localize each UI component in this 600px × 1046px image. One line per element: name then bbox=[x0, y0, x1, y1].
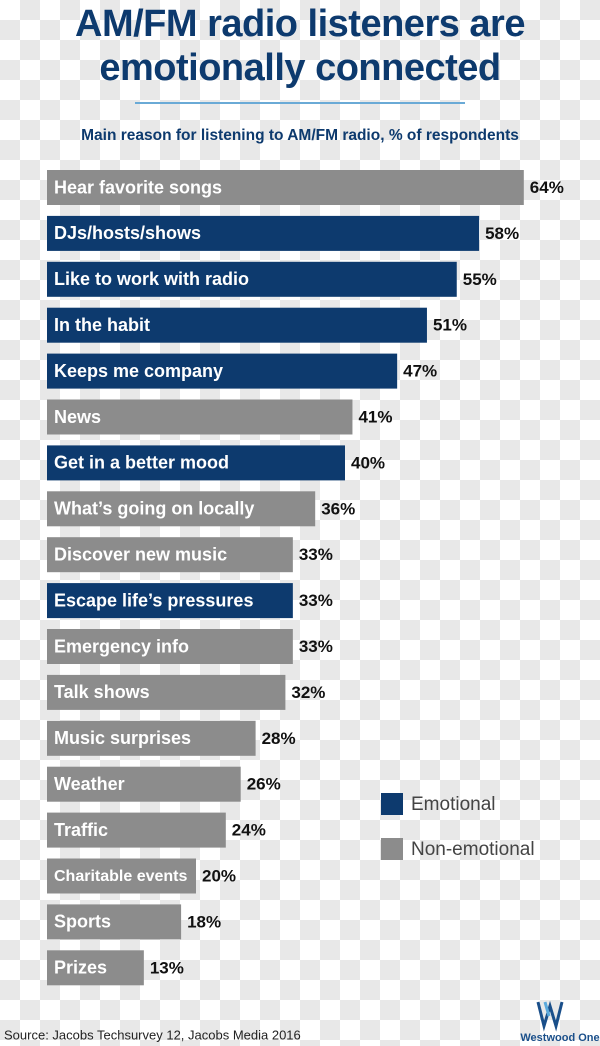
bar bbox=[47, 812, 226, 848]
source: Source: Jacobs Techsurvey 12, Jacobs Med… bbox=[4, 1027, 301, 1042]
bar bbox=[47, 674, 286, 710]
value-label: 28% bbox=[262, 729, 296, 748]
value-label: 33% bbox=[299, 637, 333, 656]
value-label: 26% bbox=[247, 775, 281, 794]
bar bbox=[47, 491, 316, 527]
logo-text: Westwood One bbox=[520, 1032, 599, 1044]
legend-swatch bbox=[381, 793, 403, 815]
bar bbox=[47, 858, 196, 894]
value-label: 64% bbox=[530, 178, 564, 197]
bar bbox=[47, 904, 182, 940]
category-label: News bbox=[54, 407, 101, 427]
category-label: Weather bbox=[54, 774, 125, 794]
value-label: 32% bbox=[291, 683, 325, 702]
value-label: 13% bbox=[150, 958, 184, 977]
category-label: Charitable events bbox=[54, 868, 187, 885]
legend-swatch bbox=[381, 838, 403, 860]
value-label: 40% bbox=[351, 453, 385, 472]
chart-title: AM/FM radio listeners are emotionally co… bbox=[75, 3, 525, 89]
category-label: Prizes bbox=[54, 958, 107, 978]
bar bbox=[47, 720, 256, 756]
bar bbox=[47, 583, 293, 619]
value-label: 36% bbox=[321, 499, 355, 518]
logo-icon bbox=[536, 1000, 564, 1032]
bar bbox=[47, 399, 353, 435]
value-label: 58% bbox=[485, 224, 519, 243]
bar bbox=[47, 766, 241, 802]
bar bbox=[47, 261, 457, 297]
value-label: 24% bbox=[232, 821, 266, 840]
category-label: Like to work with radio bbox=[54, 269, 249, 289]
category-label: Sports bbox=[54, 912, 111, 932]
bar bbox=[47, 307, 427, 343]
value-label: 47% bbox=[403, 362, 437, 381]
category-label: Music surprises bbox=[54, 728, 191, 748]
category-label: Traffic bbox=[54, 820, 108, 840]
category-label: Hear favorite songs bbox=[54, 177, 222, 197]
category-label: DJs/hosts/shows bbox=[54, 223, 201, 243]
value-label: 20% bbox=[202, 866, 236, 885]
category-label: Escape life’s pressures bbox=[54, 590, 253, 610]
bar bbox=[47, 353, 398, 389]
legend-label: Emotional bbox=[411, 794, 496, 815]
bar bbox=[47, 215, 480, 251]
value-label: 51% bbox=[433, 316, 467, 335]
category-label: Get in a better mood bbox=[54, 453, 229, 473]
bar bbox=[47, 629, 293, 664]
bar bbox=[47, 950, 144, 986]
value-label: 18% bbox=[187, 912, 221, 931]
bar bbox=[47, 537, 293, 573]
value-label: 55% bbox=[463, 270, 497, 289]
category-label: Discover new music bbox=[54, 544, 227, 564]
category-label: Keeps me company bbox=[54, 361, 223, 381]
category-label: What’s going on locally bbox=[54, 499, 254, 519]
legend-label: Non-emotional bbox=[411, 839, 535, 860]
bar bbox=[47, 170, 524, 205]
value-label: 33% bbox=[299, 591, 333, 610]
bar bbox=[47, 445, 345, 481]
category-label: Emergency info bbox=[54, 636, 189, 656]
category-label: In the habit bbox=[54, 315, 150, 335]
category-label: Talk shows bbox=[54, 682, 150, 702]
value-label: 41% bbox=[358, 407, 392, 426]
value-label: 33% bbox=[299, 545, 333, 564]
subtitle: Main reason for listening to AM/FM radio… bbox=[81, 127, 519, 144]
